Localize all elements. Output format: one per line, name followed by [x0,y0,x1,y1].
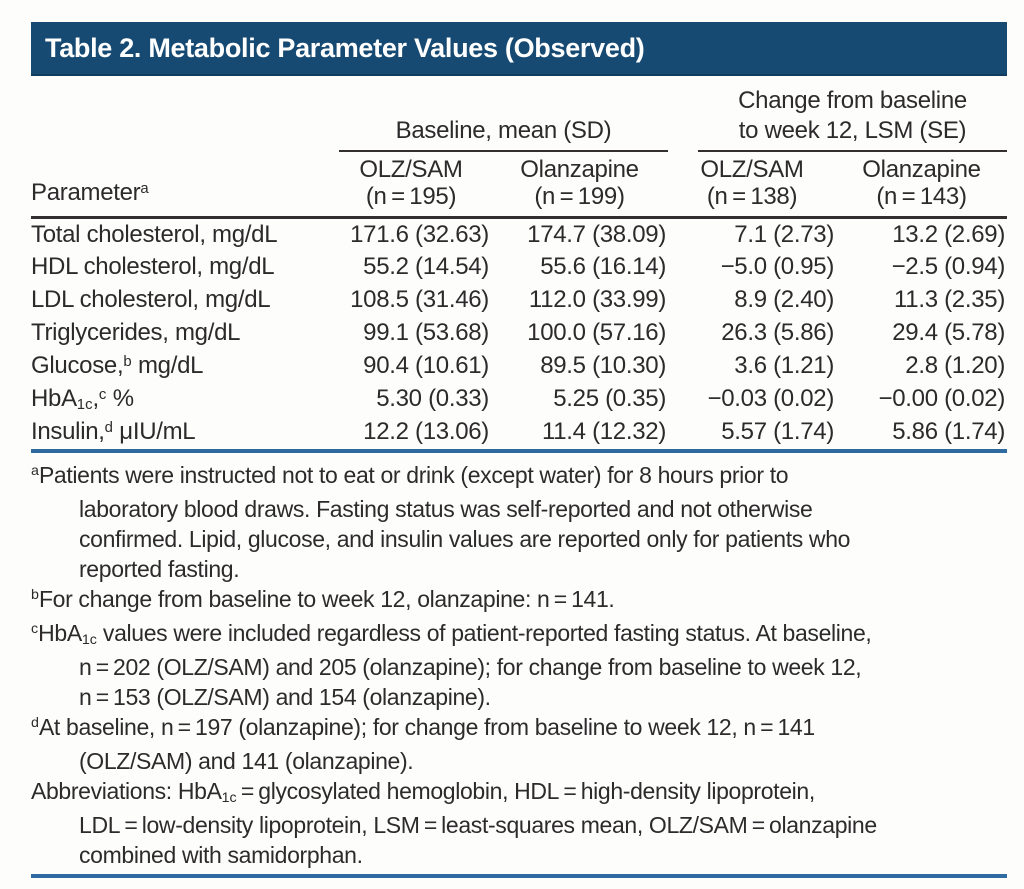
cell-value: 13.2 (2.69) [892,220,1006,248]
col-header-drug: OLZ/SAM [359,156,463,183]
row-parameter: LDL cholesterol, mg/dL [31,286,271,313]
abbreviations: Abbreviations: HbA1c = glycosylated hemo… [31,777,877,868]
group-header-baseline: Baseline, mean (SD) [331,86,669,152]
group-label-change: Change from baseline to week 12, LSM (SE… [738,87,967,144]
cell-value: 11.4 (12.32) [541,418,667,445]
col-header-drug: Olanzapine [520,156,639,183]
cell-value: 5.57 (1.74) [721,418,835,445]
cell-value: 26.3 (5.86) [721,319,835,346]
param-header-footnote-mark: a [140,180,149,197]
group-label-baseline: Baseline, mean (SD) [395,117,612,144]
table-row-total-cholesterol: Total cholesterol, mg/dL 171.6 (32.63) 1… [31,218,1007,251]
col-header-olzsam-change: OLZ/SAM (n = 138) [668,152,837,219]
row-parameter: Glucose,b mg/dL [31,352,204,379]
row-parameter: HbA1c,c % [31,385,134,414]
cell-value: 2.8 (1.20) [905,352,1006,379]
group-header-change: Change from baseline to week 12, LSM (SE… [668,86,1008,152]
col-header-drug: Olanzapine [862,156,981,183]
col-header-n: (n = 199) [534,183,625,210]
cell-value: 100.0 (57.16) [527,319,667,346]
table-bottom-rule [31,448,1007,453]
figure-bottom-rule [31,873,1007,878]
table-title-bar: Table 2. Metabolic Parameter Values (Obs… [31,22,1007,76]
param-column-header: Parametera [31,152,331,219]
col-header-olanzapine-baseline: Olanzapine (n = 199) [491,152,669,219]
cell-value: 29.4 (5.78) [892,319,1006,346]
col-header-olanzapine-change: Olanzapine (n = 143) [836,152,1008,219]
col-header-olzsam-baseline: OLZ/SAM (n = 195) [331,152,491,219]
cell-value: 108.5 (31.46) [350,286,489,313]
row-parameter: Total cholesterol, mg/dL [31,220,278,248]
table-row-insulin: Insulin,d μIU/mL 12.2 (13.06) 11.4 (12.3… [31,416,1007,449]
col-header-drug: OLZ/SAM [700,156,804,183]
cell-value: 99.1 (53.68) [363,319,489,346]
group-header-row: Baseline, mean (SD) Change from baseline… [31,86,1008,152]
cell-value: 5.25 (0.35) [553,385,667,412]
cell-value: 89.5 (10.30) [540,352,667,379]
cell-value: 112.0 (33.99) [528,286,667,313]
row-parameter: HDL cholesterol, mg/dL [31,253,275,280]
cell-value: 55.2 (14.54) [363,253,489,280]
cell-value: 11.3 (2.35) [894,286,1006,313]
cell-value: −0.00 (0.02) [878,385,1006,412]
table-row-hba1c: HbA1c,c % 5.30 (0.33) 5.25 (0.35) −0.03 … [31,383,1007,416]
table-row-ldl-cholesterol: LDL cholesterol, mg/dL 108.5 (31.46) 112… [31,284,1007,317]
table-row-glucose: Glucose,b mg/dL 90.4 (10.61) 89.5 (10.30… [31,350,1007,383]
footnote-b: bFor change from baseline to week 12, ol… [31,585,615,612]
cell-value: 7.1 (2.73) [734,220,835,248]
cell-value: 5.30 (0.33) [376,385,489,412]
table-row-triglycerides: Triglycerides, mg/dL 99.1 (53.68) 100.0 … [31,317,1007,350]
cell-value: −0.03 (0.02) [707,385,835,412]
row-parameter: Insulin,d μIU/mL [31,418,196,445]
cell-value: −2.5 (0.94) [891,253,1006,280]
col-header-n: (n = 138) [706,183,798,210]
column-header-row: Parametera OLZ/SAM (n = 195) Olanzapine … [31,152,1008,219]
cell-value: 3.6 (1.21) [734,352,835,379]
footnote-d: dAt baseline, n = 197 (olanzapine); for … [31,713,815,774]
footnote-c: cHbA1c values were included regardless o… [31,619,872,710]
cell-value: 12.2 (13.06) [363,418,489,445]
col-header-n: (n = 143) [876,183,967,210]
cell-value: 174.7 (38.09) [527,220,667,248]
cell-value: 5.86 (1.74) [892,418,1006,445]
col-header-n: (n = 195) [365,183,457,210]
cell-value: 55.6 (16.14) [540,253,667,280]
cell-value: 90.4 (10.61) [363,352,489,379]
footnote-a: aPatients were instructed not to eat or … [31,461,851,582]
cell-value: 171.6 (32.63) [350,220,489,248]
metabolic-parameters-table: Baseline, mean (SD) Change from baseline… [31,86,1008,449]
param-header-label: Parameter [31,179,141,206]
table-title: Table 2. Metabolic Parameter Values (Obs… [45,33,645,63]
param-header-spacer [31,86,331,152]
footnotes: aPatients were instructed not to eat or … [31,460,1007,870]
table-row-hdl-cholesterol: HDL cholesterol, mg/dL 55.2 (14.54) 55.6… [31,251,1007,284]
cell-value: 8.9 (2.40) [734,286,835,313]
row-parameter: Triglycerides, mg/dL [31,319,241,346]
cell-value: −5.0 (0.95) [720,253,835,280]
